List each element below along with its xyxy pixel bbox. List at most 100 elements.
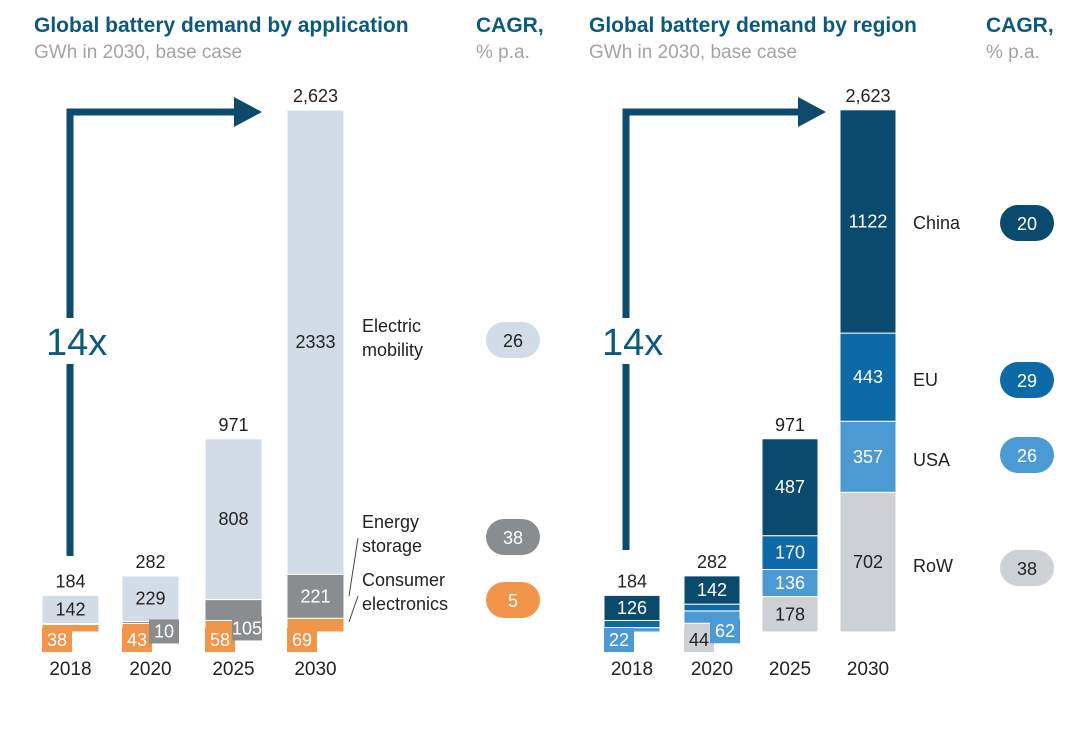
series-label: Energy <box>362 512 419 532</box>
chart-subtitle: GWh in 2030, base case <box>589 42 797 63</box>
cagr-bubble <box>1000 205 1054 241</box>
growth-multiplier: 14x <box>602 322 663 364</box>
bar-segment-eu-2018 <box>603 619 661 629</box>
cagr-value: 29 <box>1017 371 1037 391</box>
bar-segment-usa-2030 <box>839 420 897 493</box>
cagr-bubble <box>1000 550 1054 586</box>
bar-segment-usa-2025 <box>761 569 819 598</box>
segment-label-box <box>287 628 317 652</box>
cagr-value: 5 <box>508 591 518 611</box>
cagr-value: 20 <box>1017 214 1037 234</box>
segment-label: 105 <box>232 618 262 638</box>
arrow-head-icon <box>234 97 262 127</box>
segment-label-box <box>232 616 262 641</box>
series-label: mobility <box>362 340 423 360</box>
segment-label-box <box>205 628 235 652</box>
segment-label: 43 <box>127 630 147 650</box>
segment-label: 487 <box>775 477 805 497</box>
bar-segment-china-2018 <box>603 594 661 621</box>
cagr-header: CAGR, <box>476 14 544 37</box>
cagr-subheader: % p.a. <box>476 42 530 63</box>
bar-total-2030: 2,623 <box>845 86 890 106</box>
cagr-bubble <box>486 322 540 358</box>
bar-total-2030: 2,623 <box>293 86 338 106</box>
segment-label: 22 <box>609 630 629 650</box>
segment-label: 229 <box>135 589 165 609</box>
bar-total-2020: 282 <box>135 552 165 572</box>
series-label: Consumer <box>362 570 445 590</box>
bar-total-2018: 184 <box>617 571 647 591</box>
bar-segment-electric-mobility-2018 <box>41 594 100 625</box>
cagr-value: 38 <box>1017 559 1037 579</box>
series-label: RoW <box>913 556 953 576</box>
segment-label: 221 <box>300 586 330 606</box>
segment-label: 69 <box>292 630 312 650</box>
cagr-header: CAGR, <box>986 14 1054 37</box>
x-tick-2030: 2030 <box>294 659 336 680</box>
x-tick-2025: 2025 <box>769 659 811 680</box>
leader-line-consumer-electronics <box>348 595 359 623</box>
segment-label: 136 <box>775 573 805 593</box>
multiplier-bg <box>598 318 670 364</box>
arrow-head-icon <box>798 97 826 127</box>
cagr-value: 26 <box>503 331 523 351</box>
bar-total-2025: 971 <box>775 415 805 435</box>
bar-segment-china-2020 <box>683 575 741 605</box>
segment-label-box <box>122 628 152 652</box>
series-label: Electric <box>362 316 421 336</box>
chart-subtitle: GWh in 2030, base case <box>34 42 242 63</box>
cagr-subheader: % p.a. <box>986 42 1040 63</box>
chart-title: Global battery demand by region <box>589 14 917 37</box>
segment-label: 1122 <box>849 211 888 231</box>
segment-label: 142 <box>55 600 85 620</box>
bar-segment-energy-storage-2030 <box>286 573 345 619</box>
segment-label-box <box>42 628 72 652</box>
segment-label: 2333 <box>295 332 335 352</box>
segment-label: 44 <box>689 630 709 650</box>
growth-multiplier: 14x <box>46 322 107 364</box>
bar-total-2018: 184 <box>55 571 85 591</box>
series-label: electronics <box>362 594 448 614</box>
segment-label: 38 <box>47 630 67 650</box>
series-label: storage <box>362 536 422 556</box>
cagr-bubble <box>1000 362 1054 398</box>
x-tick-2020: 2020 <box>129 659 171 680</box>
bar-segment-china-2030 <box>839 109 897 334</box>
segment-label-box <box>604 628 634 652</box>
segment-label: 178 <box>775 604 805 624</box>
cagr-bubble <box>486 519 540 555</box>
segment-label-box <box>710 619 740 644</box>
cagr-value: 38 <box>503 528 523 548</box>
series-label: EU <box>913 370 938 390</box>
cagr-bubble <box>1000 437 1054 473</box>
bar-segment-eu-2030 <box>839 332 897 422</box>
bar-segment-row-2030 <box>839 491 897 633</box>
segment-label: 142 <box>697 580 727 600</box>
bar-segment-electric-mobility-2020 <box>121 575 180 622</box>
segment-label: 808 <box>218 509 248 529</box>
bar-segment-china-2025 <box>761 438 819 537</box>
bar-segment-eu-2025 <box>761 535 819 571</box>
x-tick-2030: 2030 <box>847 659 889 680</box>
chart-title: Global battery demand by application <box>34 14 409 37</box>
series-label: USA <box>913 450 950 470</box>
x-tick-2025: 2025 <box>212 659 254 680</box>
segment-label-box <box>684 628 714 652</box>
segment-label-box <box>149 619 179 644</box>
cagr-value: 26 <box>1017 446 1037 466</box>
bar-segment-electric-mobility-2025 <box>204 438 263 601</box>
leader-line-energy-storage <box>348 537 359 597</box>
cagr-bubble <box>486 582 540 618</box>
growth-arrow <box>622 108 802 550</box>
growth-arrow <box>66 108 238 556</box>
segment-label: 10 <box>154 621 174 641</box>
x-tick-2018: 2018 <box>49 659 91 680</box>
multiplier-bg <box>42 318 114 364</box>
segment-label: 170 <box>775 543 805 563</box>
x-tick-2020: 2020 <box>691 659 733 680</box>
bar-total-2020: 282 <box>697 552 727 572</box>
segment-label: 62 <box>715 621 735 641</box>
segment-label: 702 <box>853 552 883 572</box>
bar-segment-eu-2020 <box>683 603 741 612</box>
